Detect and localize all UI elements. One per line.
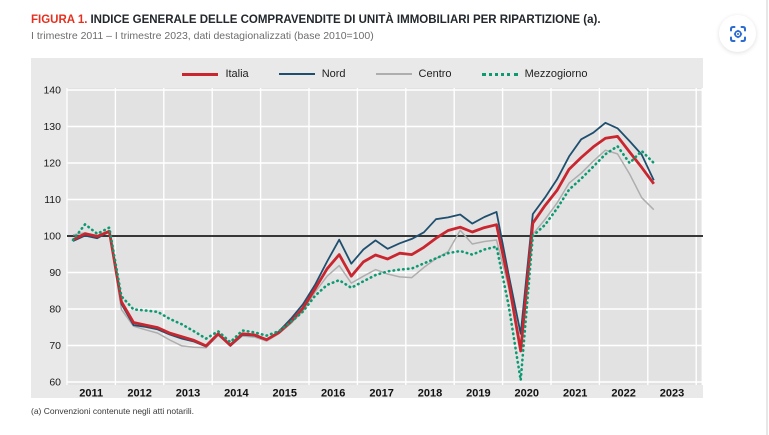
x-tick-label: 2014 <box>224 388 249 399</box>
legend-line-sample <box>375 73 412 75</box>
figure-number-label: FIGURA 1. <box>31 14 88 26</box>
legend-line-sample <box>182 72 219 76</box>
series-line-italia <box>72 135 655 353</box>
y-tick-label: 90 <box>49 267 61 279</box>
y-tick-label: 140 <box>43 85 61 97</box>
x-tick-label: 2018 <box>418 388 442 399</box>
series-line-mezzogiorno <box>71 144 656 382</box>
legend-item-italia: Italia <box>182 68 249 80</box>
legend-label: Mezzogiorno <box>524 68 588 80</box>
x-tick-label: 2013 <box>176 388 200 399</box>
x-tick-label: 2016 <box>321 388 345 399</box>
legend-line-sample <box>481 72 518 76</box>
x-tick-label: 2022 <box>611 388 635 399</box>
x-tick-label: 2011 <box>79 388 103 399</box>
x-tick-label: 2017 <box>369 388 393 399</box>
x-tick-label: 2019 <box>466 388 490 399</box>
legend-label: Centro <box>418 68 452 80</box>
figure-subtitle: I trimestre 2011 – I trimestre 2023, dat… <box>31 29 374 42</box>
x-tick-label: 2012 <box>127 388 151 399</box>
figure-header: FIGURA 1. INDICE GENERALE DELLE COMPRAVEN… <box>31 13 711 42</box>
series-line-centro <box>72 149 655 349</box>
panel-edge-divider <box>766 0 768 435</box>
y-tick-label: 120 <box>43 158 61 170</box>
y-tick-label: 70 <box>49 340 61 352</box>
line-chart: 60 70 80 90 100 110 120 130 140 2011 2012 2013 2014 2… <box>43 85 703 399</box>
legend-label: Nord <box>321 68 346 80</box>
legend-line-sample <box>278 73 315 75</box>
legend-item-nord: Nord <box>278 68 346 80</box>
legend-item-centro: Centro <box>375 68 452 80</box>
x-tick-label: 2023 <box>660 388 684 399</box>
legend-item-mezzogiorno: Mezzogiorno <box>481 68 588 80</box>
legend-label: Italia <box>225 68 249 80</box>
figure-title: FIGURA 1. INDICE GENERALE DELLE COMPRAVEN… <box>31 13 711 28</box>
y-tick-label: 80 <box>49 304 61 316</box>
y-tick-label: 130 <box>43 121 61 133</box>
figure-title-text: INDICE GENERALE DELLE COMPRAVENDITE DI U… <box>90 14 601 26</box>
y-tick-label: 60 <box>49 377 61 389</box>
chart-area: Italia Nord Centro Mezzogiorno 60 70 80 90 100 1… <box>31 58 703 398</box>
y-tick-label: 100 <box>43 231 61 243</box>
x-tick-label: 2020 <box>515 388 539 399</box>
x-tick-label: 2015 <box>273 388 297 399</box>
y-tick-label: 110 <box>44 194 61 206</box>
figure-footnote: (a) Convenzioni contenute negli atti not… <box>31 406 195 416</box>
scan-focus-icon <box>729 25 746 42</box>
chart-legend: Italia Nord Centro Mezzogiorno <box>67 63 703 85</box>
screen-capture-button[interactable] <box>719 15 756 52</box>
x-tick-label: 2021 <box>563 388 587 399</box>
